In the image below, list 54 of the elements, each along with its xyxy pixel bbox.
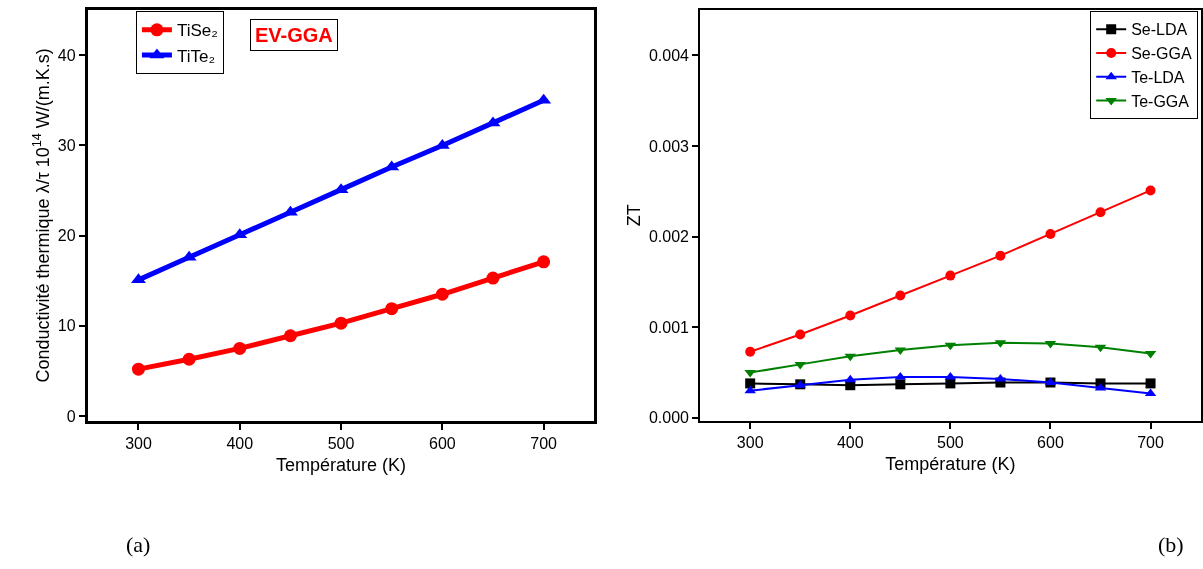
x-tick-label: 400	[836, 433, 864, 451]
x-tick-label: 300	[125, 434, 152, 452]
point	[745, 346, 756, 357]
y-tick-label: 0.004	[648, 47, 690, 65]
point	[182, 352, 196, 366]
point	[845, 310, 856, 321]
point	[537, 255, 551, 269]
x-tick-label: 600	[428, 434, 456, 452]
x-tick-label: 700	[1137, 433, 1164, 451]
point	[334, 316, 348, 330]
annotation: EV-GGA	[255, 24, 333, 46]
legend-label: TiTe₂	[176, 46, 216, 66]
legend-label: Te-GGA	[1131, 92, 1190, 110]
text: (a)	[126, 532, 151, 557]
x-tick-label: 700	[530, 434, 558, 452]
point	[1145, 185, 1156, 196]
x-tick-label: 500	[937, 433, 964, 451]
point	[131, 362, 145, 376]
x-tick-label: 500	[327, 434, 355, 452]
x-tick-label: 600	[1037, 433, 1064, 451]
y-axis-title: ZT	[623, 204, 644, 227]
point	[1095, 207, 1106, 218]
y-tick-label: 0.001	[648, 318, 690, 336]
y-tick-label: 0.000	[648, 409, 690, 427]
point	[895, 379, 906, 390]
point	[283, 329, 297, 343]
y-tick-label: 10	[57, 317, 76, 335]
point	[385, 302, 399, 316]
legend-label: TiSe₂	[176, 21, 218, 41]
point	[233, 341, 247, 355]
point	[1145, 378, 1156, 389]
point	[945, 270, 956, 281]
legend-label: Te-LDA	[1131, 69, 1185, 86]
y-tick-label: 20	[57, 227, 76, 245]
y-tick-label: 0.002	[648, 228, 690, 246]
x-tick-label: 400	[226, 434, 254, 452]
legend-label: Se-LDA	[1131, 21, 1188, 39]
x-tick-label: 300	[736, 433, 764, 451]
point	[895, 290, 906, 301]
point	[795, 329, 806, 340]
y-tick-label: 40	[57, 46, 76, 64]
x-axis-title: Température (K)	[885, 454, 1016, 475]
point	[486, 271, 500, 285]
y-tick-label: 0.003	[648, 137, 690, 155]
point	[995, 250, 1006, 261]
text: (b)	[1158, 532, 1184, 557]
point	[744, 385, 756, 394]
y-tick-label: 0	[66, 407, 76, 425]
y-tick-label: 30	[57, 137, 76, 155]
legend-label: Se-GGA	[1131, 45, 1192, 63]
point	[745, 378, 756, 389]
point	[435, 287, 449, 301]
x-axis-title: Température (K)	[276, 454, 407, 475]
point	[1045, 228, 1056, 239]
